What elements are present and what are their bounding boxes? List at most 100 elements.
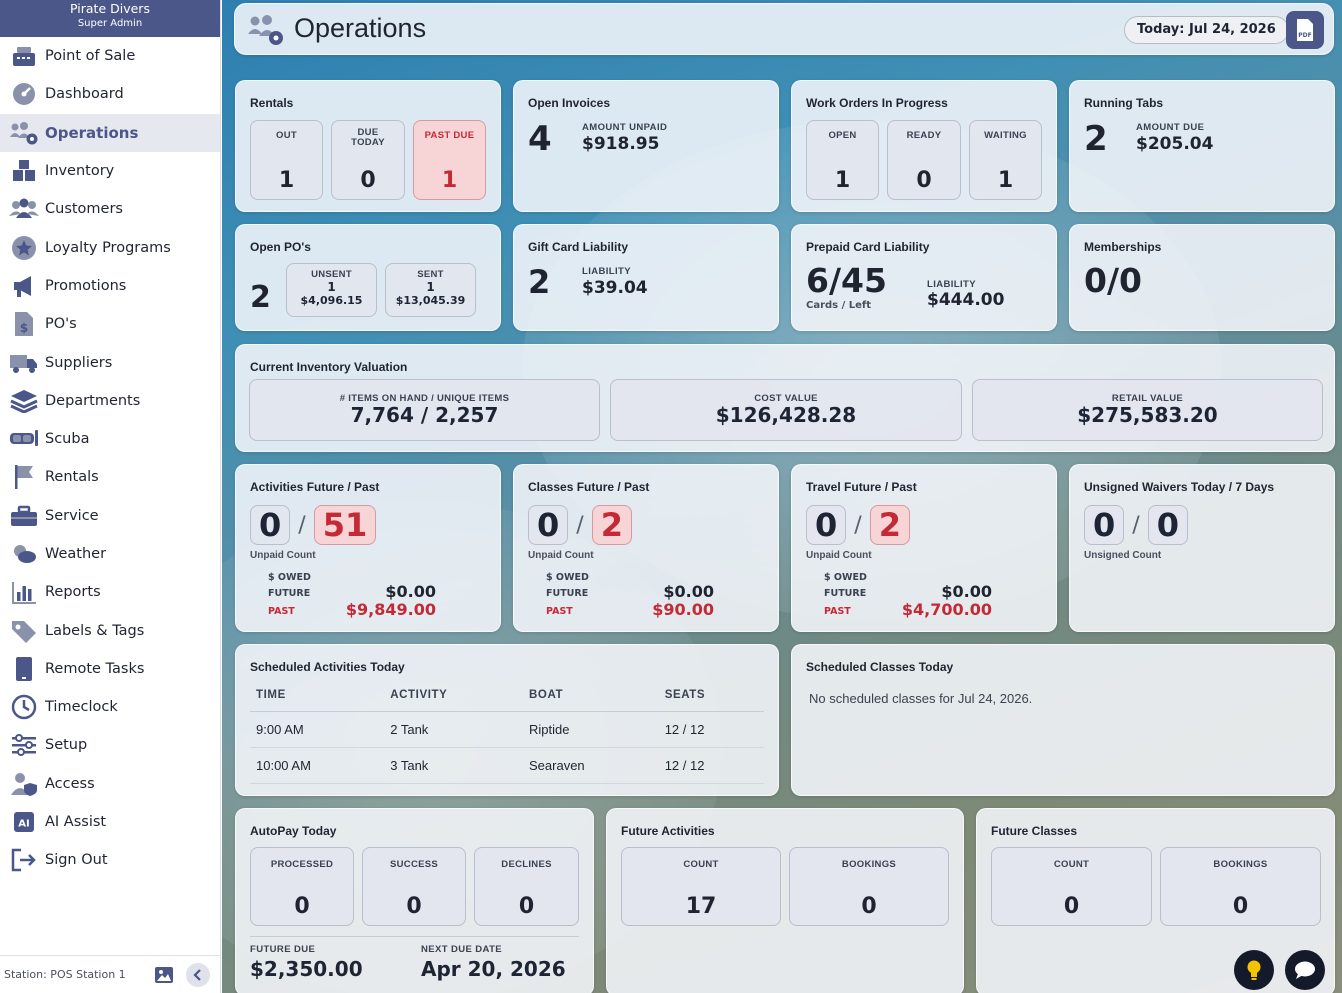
sidebar-item-inventory[interactable]: Inventory	[0, 152, 220, 190]
stat-value: 0	[360, 168, 376, 193]
stat-label: READY	[906, 130, 942, 141]
wo-ready-box[interactable]: READY 0	[887, 120, 961, 200]
pdf-export-button[interactable]: PDF	[1286, 11, 1324, 49]
sidebar-item-remote-tasks[interactable]: Remote Tasks	[0, 650, 220, 688]
table-row[interactable]: 10:00 AM 3 Tank Searaven 12 / 12	[250, 747, 764, 784]
memberships-card[interactable]: Memberships 0/0	[1069, 224, 1335, 331]
layers-icon	[9, 388, 39, 414]
stat-value: 1	[834, 168, 851, 193]
stat-label: COUNT	[683, 859, 719, 870]
collapse-sidebar-button[interactable]	[186, 962, 210, 987]
autopay-success-box[interactable]: SUCCESS 0	[362, 847, 466, 926]
po-count: 2	[250, 280, 271, 315]
svg-text:AI: AI	[18, 819, 29, 830]
inventory-valuation-card: Current Inventory Valuation # ITEMS ON H…	[235, 344, 1335, 452]
sidebar-item-label: PO's	[45, 316, 77, 333]
sidebar-item-promotions[interactable]: Promotions	[0, 267, 220, 305]
tabs-count: 2	[1084, 119, 1108, 159]
column-header[interactable]: BOAT	[523, 685, 659, 712]
image-icon[interactable]	[152, 963, 176, 987]
future-classes-count-box[interactable]: COUNT 0	[991, 847, 1152, 926]
stat-label: DUE	[357, 127, 379, 138]
prepaid-card-liability-card[interactable]: Prepaid Card Liability 6/45 Cards / Left…	[791, 224, 1057, 331]
sidebar-item-dashboard[interactable]: Dashboard	[0, 75, 220, 113]
sidebar-item-weather[interactable]: Weather	[0, 535, 220, 573]
running-tabs-card[interactable]: Running Tabs 2 AMOUNT DUE $205.04	[1069, 80, 1335, 212]
stat-label: DECLINES	[501, 859, 552, 870]
card-title: AutoPay Today	[250, 824, 337, 838]
sidebar-item-ai-assist[interactable]: AI AI Assist	[0, 803, 220, 841]
rentals-due-box[interactable]: DUE TODAY 0	[331, 120, 405, 200]
sidebar-item-suppliers[interactable]: Suppliers	[0, 343, 220, 381]
future-classes-bookings-box[interactable]: BOOKINGS 0	[1160, 847, 1321, 926]
open-invoices-card[interactable]: Open Invoices 4 AMOUNT UNPAID $918.95	[513, 80, 779, 212]
empty-state-message: No scheduled classes for Jul 24, 2026.	[809, 691, 1033, 706]
sidebar-item-rentals[interactable]: Rentals	[0, 458, 220, 496]
future-classes-card[interactable]: Future Classes COUNT 0 BOOKINGS 0	[976, 808, 1335, 993]
table-cell: 12 / 12	[658, 711, 764, 748]
sidebar-item-label: Scuba	[45, 431, 90, 448]
stat-value: 0	[1232, 894, 1249, 919]
sent-amount: $13,045.39	[395, 294, 466, 307]
rentals-out-box[interactable]: OUT 1	[250, 120, 323, 200]
sidebar-item-timeclock[interactable]: Timeclock	[0, 688, 220, 726]
stat-label: SUCCESS	[389, 859, 439, 870]
autopay-declines-box[interactable]: DECLINES 0	[474, 847, 579, 926]
sidebar-item-customers[interactable]: Customers	[0, 190, 220, 228]
future-activities-card[interactable]: Future Activities COUNT 17 BOOKINGS 0	[606, 808, 964, 993]
tips-button[interactable]	[1234, 950, 1274, 990]
sidebar-item-departments[interactable]: Departments	[0, 382, 220, 420]
retail-value: $275,583.20	[1077, 403, 1218, 427]
future-due-label: FUTURE DUE	[250, 944, 316, 955]
stat-label: PAST DUE	[424, 130, 475, 141]
po-unsent-box[interactable]: UNSENT 1 $4,096.15	[286, 263, 377, 317]
column-header[interactable]: TIME	[250, 685, 385, 712]
future-activities-bookings-box[interactable]: BOOKINGS 0	[789, 847, 949, 926]
sidebar-item-service[interactable]: Service	[0, 497, 220, 535]
autopay-processed-box[interactable]: PROCESSED 0	[250, 847, 354, 926]
retail-value-box[interactable]: RETAIL VALUE $275,583.20	[972, 379, 1323, 441]
brand-header: Pirate Divers Super Admin	[0, 0, 220, 37]
classes-future-past-card[interactable]: Classes Future / Past 0 / 2 Unpaid Count…	[513, 464, 779, 632]
sidebar-item-label: Operations	[45, 123, 139, 142]
sidebar-item-labels-tags[interactable]: Labels & Tags	[0, 611, 220, 649]
unsigned-waivers-card[interactable]: Unsigned Waivers Today / 7 Days 0 / 0 Un…	[1069, 464, 1335, 632]
table-cell: 12 / 12	[658, 747, 764, 784]
open-pos-card[interactable]: Open PO's 2 UNSENT 1 $4,096.15 SENT 1 $1…	[235, 224, 501, 331]
sidebar-item-scuba[interactable]: Scuba	[0, 420, 220, 458]
po-sent-box[interactable]: SENT 1 $13,045.39	[385, 263, 476, 317]
table-row[interactable]: 9:00 AM 2 Tank Riptide 12 / 12	[250, 711, 764, 748]
svg-text:$: $	[20, 321, 28, 335]
cost-value-box[interactable]: COST VALUE $126,428.28	[610, 379, 962, 441]
sidebar-item-reports[interactable]: Reports	[0, 573, 220, 611]
wo-open-box[interactable]: OPEN 1	[806, 120, 879, 200]
future-past-pair: 0 / 2	[528, 505, 632, 545]
column-header[interactable]: SEATS	[658, 685, 764, 712]
sidebar-item-point-of-sale[interactable]: Point of Sale	[0, 37, 220, 75]
liability-value: $444.00	[927, 290, 1005, 310]
items-on-hand-box[interactable]: # ITEMS ON HAND / UNIQUE ITEMS 7,764 / 2…	[249, 379, 600, 441]
user-role: Super Admin	[77, 18, 143, 29]
sidebar-item-operations[interactable]: Operations	[0, 113, 220, 152]
clock-icon	[9, 694, 39, 720]
gift-card-liability-card[interactable]: Gift Card Liability 2 LIABILITY $39.04	[513, 224, 779, 331]
sidebar-item-po-s[interactable]: $ PO's	[0, 305, 220, 343]
future-count: 0	[528, 505, 569, 545]
sidebar-item-sign-out[interactable]: Sign Out	[0, 841, 220, 879]
sidebar-item-loyalty-programs[interactable]: Loyalty Programs	[0, 228, 220, 266]
activities-future-past-card[interactable]: Activities Future / Past 0 / 51 Unpaid C…	[235, 464, 501, 632]
chat-button[interactable]	[1285, 950, 1325, 990]
future-activities-count-box[interactable]: COUNT 17	[621, 847, 781, 926]
lightbulb-icon	[1247, 960, 1261, 980]
rentals-card[interactable]: Rentals OUT 1 DUE TODAY 0 PAST DUE 1	[235, 80, 501, 212]
column-header[interactable]: ACTIVITY	[384, 685, 524, 712]
wo-waiting-box[interactable]: WAITING 1	[969, 120, 1042, 200]
sidebar-item-label: Point of Sale	[45, 48, 136, 65]
sidebar-item-setup[interactable]: Setup	[0, 726, 220, 764]
work-orders-card[interactable]: Work Orders In Progress OPEN 1 READY 0 W…	[791, 80, 1057, 212]
rentals-past-due-box[interactable]: PAST DUE 1	[413, 120, 486, 200]
card-title: Activities Future / Past	[250, 480, 380, 494]
future-past-pair: 0 / 2	[806, 505, 910, 545]
travel-future-past-card[interactable]: Travel Future / Past 0 / 2 Unpaid Count …	[791, 464, 1057, 632]
sidebar-item-access[interactable]: Access	[0, 765, 220, 803]
